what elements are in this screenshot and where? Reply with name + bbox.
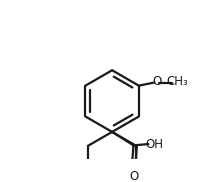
- Text: O: O: [129, 169, 139, 182]
- Text: O: O: [152, 75, 162, 88]
- Text: OH: OH: [146, 138, 164, 151]
- Text: CH₃: CH₃: [166, 75, 188, 88]
